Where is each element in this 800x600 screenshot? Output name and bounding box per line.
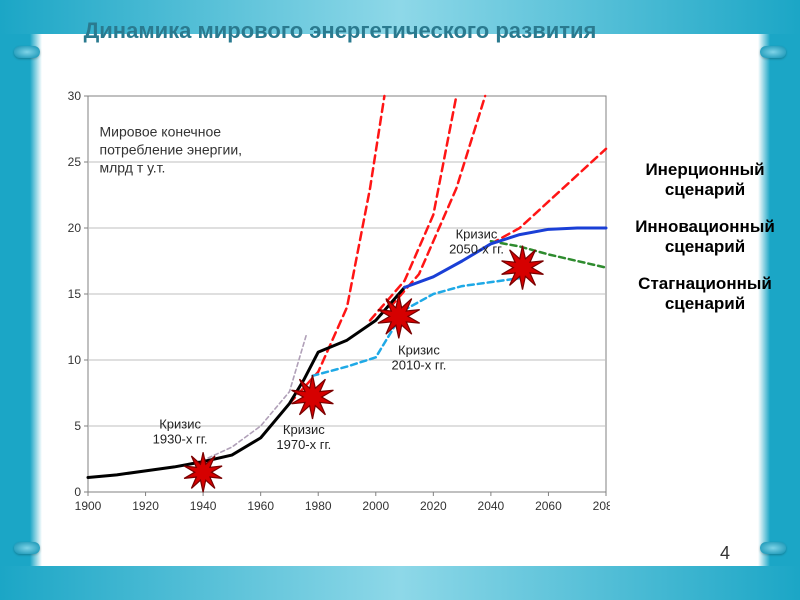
svg-text:1940: 1940 xyxy=(190,499,217,513)
slide-title: Динамика мирового энергетического развит… xyxy=(80,18,600,44)
svg-text:5: 5 xyxy=(74,419,81,433)
svg-text:Кризис: Кризис xyxy=(283,422,325,437)
svg-text:2000: 2000 xyxy=(362,499,389,513)
svg-text:Кризис: Кризис xyxy=(456,227,498,242)
svg-text:Мировое конечное: Мировое конечное xyxy=(100,123,222,139)
svg-text:1920: 1920 xyxy=(132,499,159,513)
svg-text:2020: 2020 xyxy=(420,499,447,513)
page-number: 4 xyxy=(720,543,730,564)
svg-text:1970-х гг.: 1970-х гг. xyxy=(276,437,331,452)
svg-text:2040: 2040 xyxy=(478,499,505,513)
svg-text:1980: 1980 xyxy=(305,499,332,513)
svg-text:15: 15 xyxy=(68,287,82,301)
scenario-legend: Инерционный сценарий Инновационный сцена… xyxy=(620,160,790,331)
legend-stagnation: Стагнационный сценарий xyxy=(620,274,790,313)
svg-text:2050-х гг.: 2050-х гг. xyxy=(449,242,504,257)
energy-chart: 0 5 10 15 20 25 30 1900 1920 1940 1960 1980 2000 2020… xyxy=(50,90,610,520)
svg-text:2060: 2060 xyxy=(535,499,562,513)
svg-text:Кризис: Кризис xyxy=(159,417,201,432)
svg-text:10: 10 xyxy=(68,353,82,367)
svg-text:Кризис: Кризис xyxy=(398,343,440,358)
legend-innovative: Инновационный сценарий xyxy=(620,217,790,256)
svg-text:млрд т у.т.: млрд т у.т. xyxy=(100,159,166,175)
svg-text:20: 20 xyxy=(68,221,82,235)
svg-text:1960: 1960 xyxy=(247,499,274,513)
svg-text:2080: 2080 xyxy=(593,499,610,513)
svg-text:1900: 1900 xyxy=(75,499,102,513)
svg-text:25: 25 xyxy=(68,155,82,169)
svg-text:0: 0 xyxy=(74,485,81,499)
svg-text:потребление энергии,: потребление энергии, xyxy=(100,141,243,157)
legend-inertial: Инерционный сценарий xyxy=(620,160,790,199)
svg-text:1930-х гг.: 1930-х гг. xyxy=(153,432,208,447)
svg-text:30: 30 xyxy=(68,90,82,103)
svg-text:2010-х гг.: 2010-х гг. xyxy=(392,358,447,373)
